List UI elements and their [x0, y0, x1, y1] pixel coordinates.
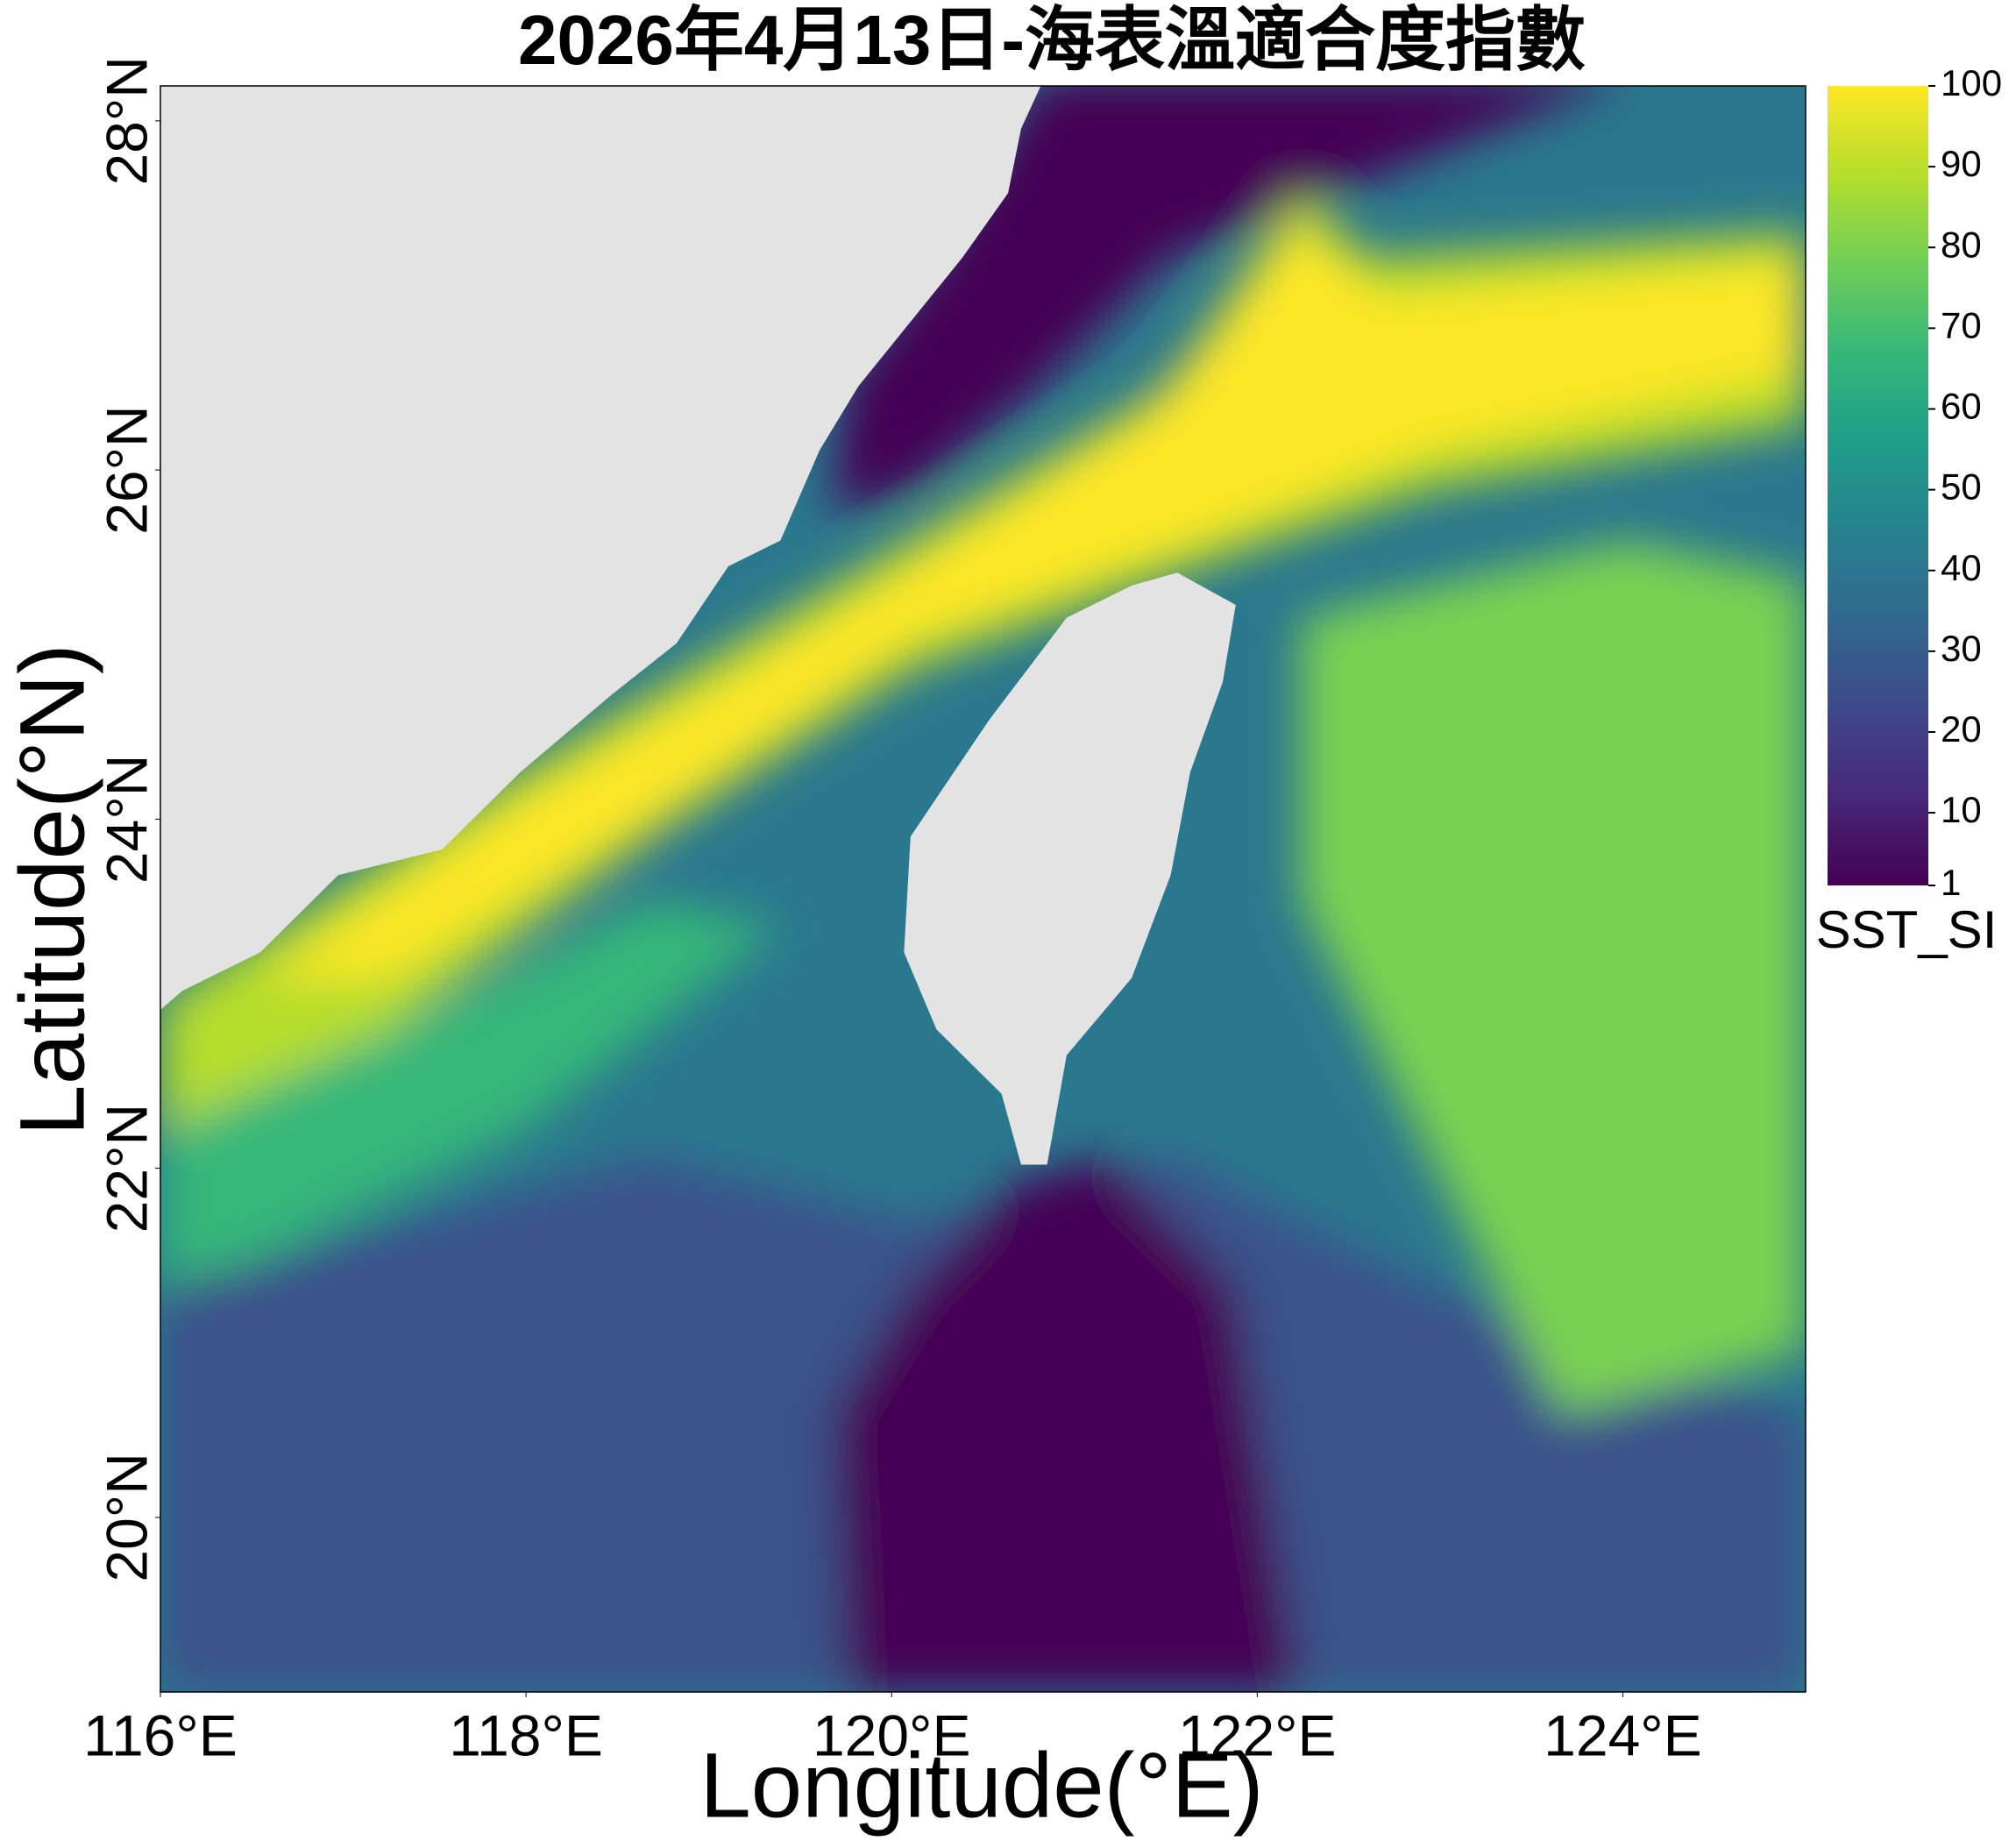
sea-region	[832, 86, 1604, 515]
colorbar-tick-label: 60	[1941, 386, 1982, 427]
plot-frame	[160, 85, 1807, 1693]
colorbar-tick-label: 30	[1941, 628, 1982, 669]
colorbar-label: SST_SI	[1816, 900, 1998, 959]
sea-region	[832, 1158, 1301, 1692]
y-axis-label: Latitude(°N)	[2, 643, 104, 1135]
x-axis-label: Longitude(°E)	[699, 1735, 1263, 1837]
land	[160, 86, 1041, 1010]
x-tick-label: 116°E	[83, 1702, 238, 1767]
colorbar-tick-label: 40	[1941, 547, 1982, 588]
sea-region	[1301, 540, 1806, 1416]
x-tick-label: 122°E	[1178, 1702, 1337, 1767]
land	[904, 572, 1236, 1165]
colorbar-tick-label: 100	[1941, 62, 2002, 103]
x-tick-label: 124°E	[1544, 1702, 1702, 1767]
colorbar-tick-label: 70	[1941, 304, 1982, 345]
colorbar-tick-label: 20	[1941, 708, 1982, 750]
colorbar	[1828, 86, 1928, 885]
y-tick-label: 24°N	[94, 755, 159, 884]
y-tick-label: 22°N	[94, 1104, 159, 1233]
colorbar-tick-label: 50	[1941, 466, 1982, 508]
x-tick-label: 118°E	[449, 1702, 603, 1767]
sea-region	[259, 218, 1806, 978]
y-tick-label: 26°N	[94, 405, 159, 534]
colorbar-tick-label: 90	[1941, 143, 1982, 184]
colorbar-tick-label: 1	[1941, 862, 1961, 903]
colorbar-tick-label: 80	[1941, 224, 1982, 265]
y-tick-label: 28°N	[94, 56, 159, 185]
x-tick-label: 120°E	[813, 1702, 971, 1767]
colorbar-tick-label: 10	[1941, 789, 1982, 830]
map-field	[160, 86, 1806, 1692]
y-tick-label: 20°N	[94, 1453, 159, 1582]
sea-region	[160, 900, 781, 1287]
chart-title: 2026年4月13日-海表溫適合度指數	[518, 1, 1586, 79]
